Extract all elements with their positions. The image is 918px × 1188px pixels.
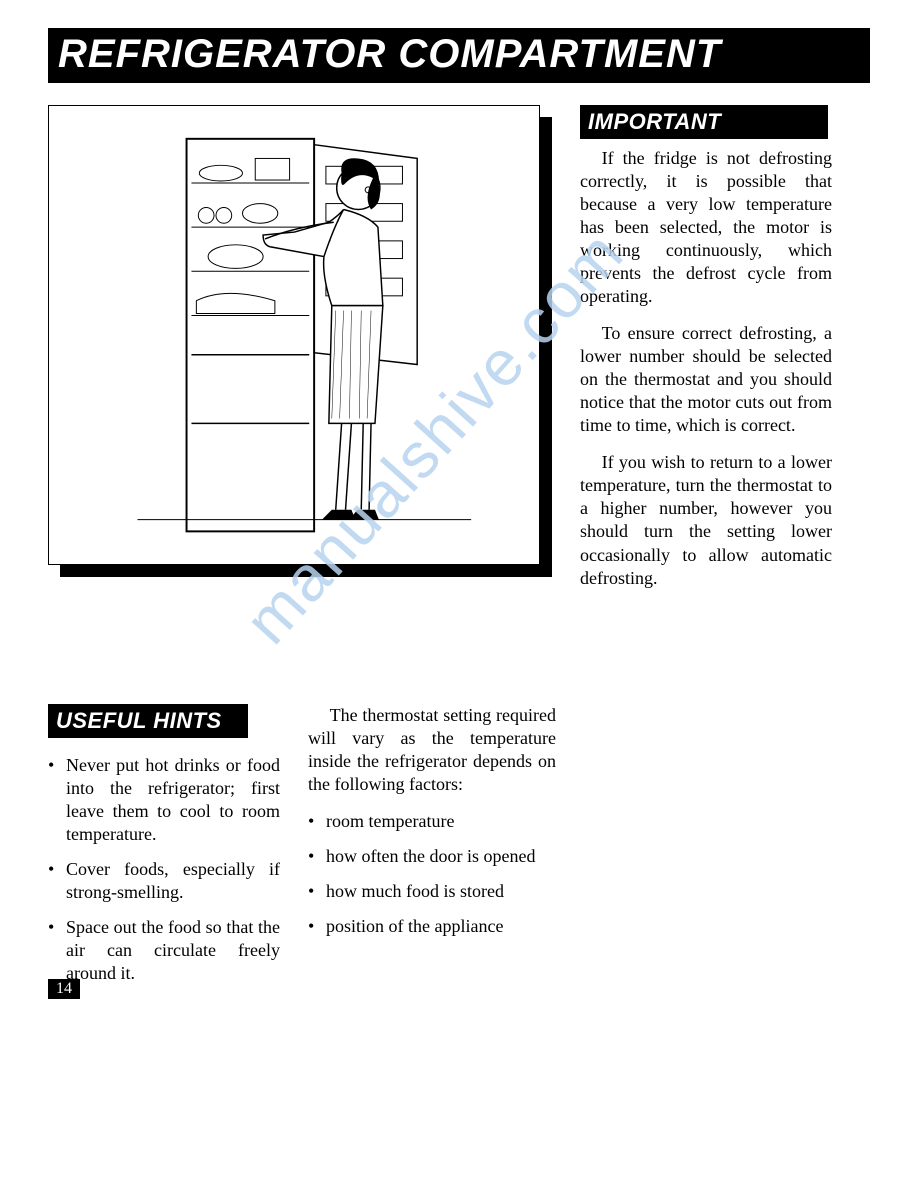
thermostat-factor: how often the door is opened [308,845,556,868]
important-column: IMPORTANT If the fridge is not defrostin… [580,105,832,604]
hints-item: Cover foods, especially if strong-smelli… [48,858,280,904]
thermostat-intro: The thermostat setting required will var… [308,704,556,796]
hints-item: Space out the food so that the air can c… [48,916,280,985]
thermostat-factors-list: room temperature how often the door is o… [308,810,556,938]
fridge-illustration [74,129,515,541]
thermostat-factor: room temperature [308,810,556,833]
important-header: IMPORTANT [580,105,828,139]
hints-list: Never put hot drinks or food into the re… [48,754,280,985]
important-para-3: If you wish to return to a lower tempera… [580,451,832,589]
page-number: 14 [48,979,80,999]
empty-column [584,704,870,997]
thermostat-column: The thermostat setting required will var… [308,704,556,997]
useful-hints-header: USEFUL HINTS [48,704,248,738]
illustration-container [48,105,548,575]
top-layout-grid: IMPORTANT If the fridge is not defrostin… [48,105,870,604]
page-title: REFRIGERATOR COMPARTMENT [48,28,870,83]
hints-item: Never put hot drinks or food into the re… [48,754,280,846]
useful-hints-column: USEFUL HINTS Never put hot drinks or foo… [48,704,280,997]
important-para-2: To ensure correct defrosting, a lower nu… [580,322,832,437]
bottom-layout-grid: USEFUL HINTS Never put hot drinks or foo… [48,704,870,997]
illustration-box [48,105,540,565]
thermostat-factor: position of the appliance [308,915,556,938]
important-para-1: If the fridge is not defrosting correctl… [580,147,832,308]
thermostat-factor: how much food is stored [308,880,556,903]
